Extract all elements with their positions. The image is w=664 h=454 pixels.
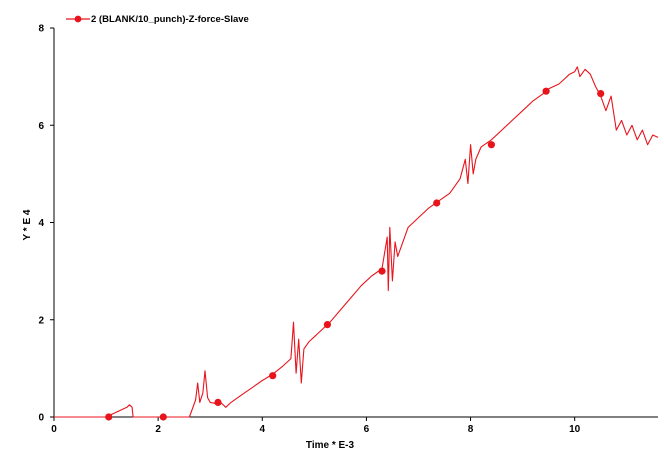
plot-area: 0 2 4 6 8 0 2 4 6 8 10 [38,24,659,435]
legend-marker [74,15,82,23]
series-marker [323,321,331,329]
legend-series-label: 2 (BLANK/10_punch)-Z-force-Slave [91,14,249,25]
series-layer [54,66,659,421]
x-tick-label: 0 [51,424,57,435]
y-tick-label: 4 [38,218,44,229]
series-marker [597,90,605,98]
y-axis-label: Y * E 4 [22,209,33,240]
series-marker [269,372,277,380]
y-axis-ticks: 0 2 4 6 8 [38,24,54,424]
legend: 2 (BLANK/10_punch)-Z-force-Slave [66,14,249,25]
series-marker [105,413,113,421]
series-marker [433,199,441,207]
y-tick-label: 2 [38,315,44,326]
series-marker [487,141,495,149]
x-tick-label: 8 [468,424,474,435]
series-line [54,66,659,418]
series-marker [214,398,222,406]
y-tick-label: 0 [38,413,44,424]
y-tick-label: 6 [38,121,44,132]
y-tick-label: 8 [38,24,44,35]
x-axis-label: Time * E-3 [306,440,355,451]
series-marker [542,87,550,95]
x-tick-label: 2 [155,424,161,435]
series-marker [159,413,167,421]
x-axis-ticks: 0 2 4 6 8 10 [51,417,581,435]
x-tick-label: 10 [569,424,581,435]
x-tick-label: 6 [364,424,370,435]
series-marker [378,267,386,275]
x-tick-label: 4 [259,424,265,435]
